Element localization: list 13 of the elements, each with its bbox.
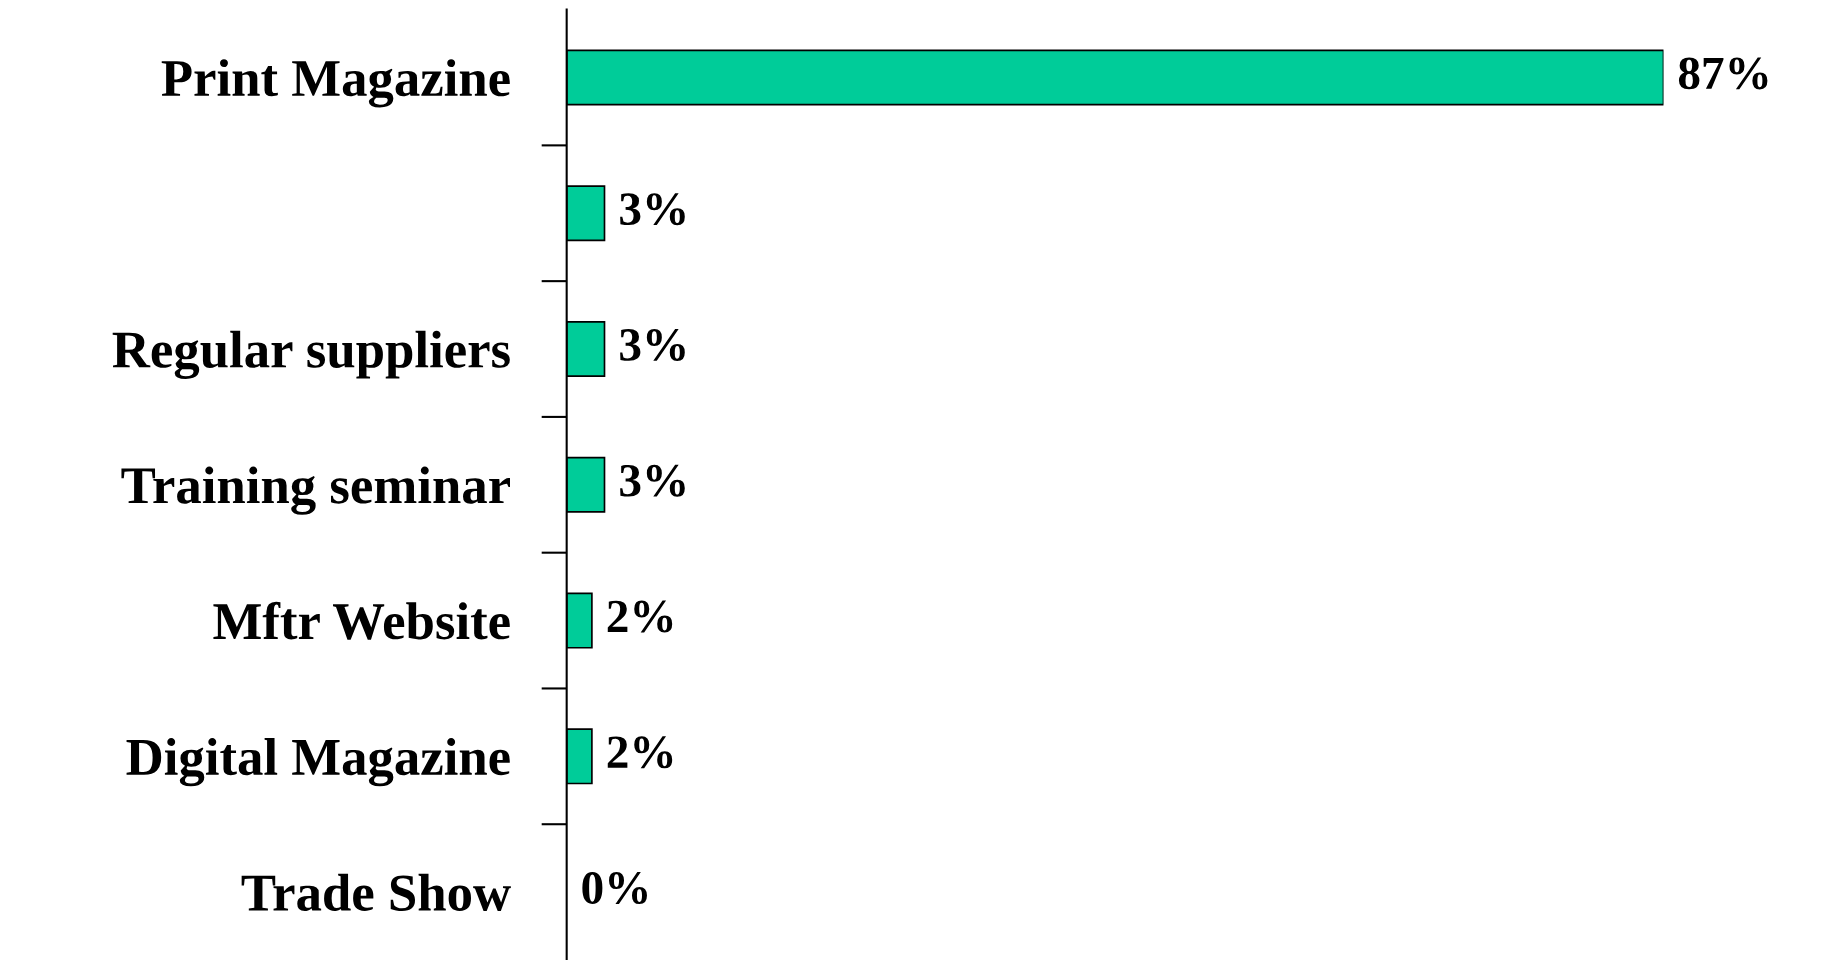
y-tick-label: Trade Show: [241, 873, 511, 911]
y-tick-label: Digital Magazine: [126, 738, 510, 787]
y-tick-label: Print Magazine: [161, 59, 510, 108]
data-label: 0%: [582, 872, 647, 905]
data-label: 3%: [620, 328, 685, 361]
y-tick-label: Training seminar: [121, 466, 510, 515]
data-label: 87%: [1678, 57, 1768, 90]
data-label: 3%: [620, 464, 685, 497]
data-label: 3%: [620, 193, 685, 226]
data-label: 2%: [607, 600, 673, 633]
y-tick-label: Mftr Website: [213, 601, 510, 640]
y-tick-label: Regular suppliers: [112, 330, 510, 379]
data-label: 2%: [607, 736, 673, 769]
